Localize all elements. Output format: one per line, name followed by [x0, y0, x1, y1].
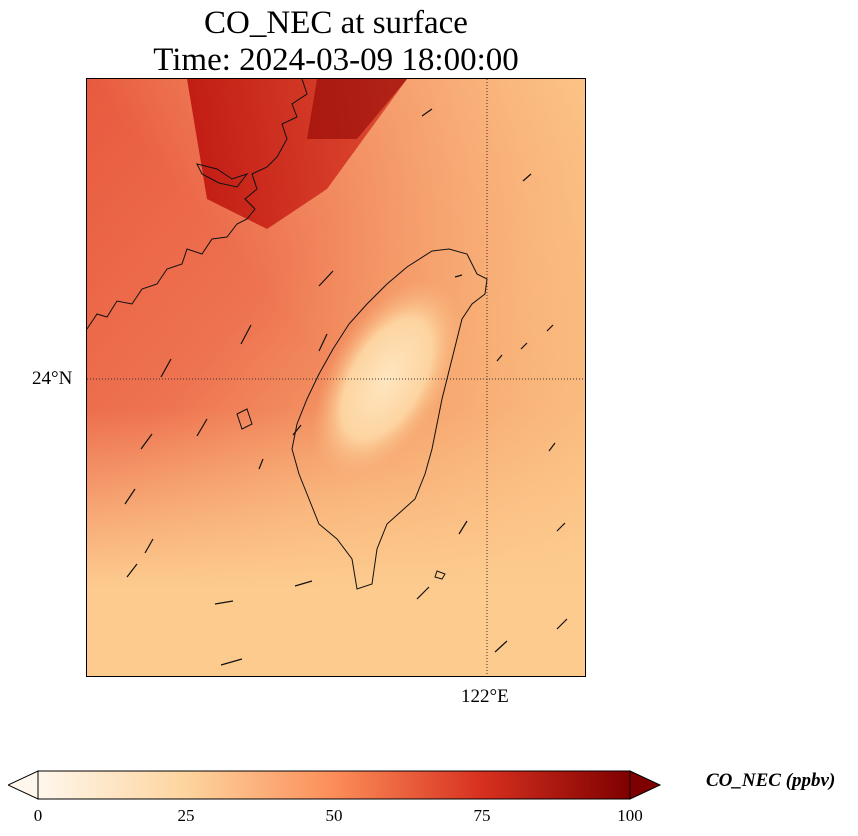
taiwan-coastline: [291, 248, 488, 590]
penghu-islands: [236, 408, 253, 430]
wind-arrow: [318, 333, 328, 352]
lat-tick-label: 24°N: [32, 368, 73, 389]
wind-arrow: [294, 580, 313, 587]
wind-arrow: [520, 342, 528, 350]
wind-arrow: [496, 354, 503, 362]
wind-vectors: [124, 108, 568, 666]
colorbar-tick: 0: [33, 806, 43, 825]
mainland-coastline: [87, 79, 308, 330]
wind-arrow: [454, 274, 463, 278]
wind-arrow: [556, 618, 568, 630]
colorbar-tick: 75: [473, 806, 491, 825]
wind-arrow: [522, 173, 532, 182]
wind-arrow: [494, 640, 508, 653]
wind-arrow: [196, 418, 208, 437]
wind-arrow: [214, 600, 234, 605]
wind-arrow: [556, 522, 566, 532]
plume-core: [307, 79, 407, 139]
wind-arrow: [546, 324, 554, 332]
map-title-line1: CO_NEC at surface: [204, 5, 468, 41]
map-area[interactable]: [86, 78, 586, 677]
lon-tick-label: 122°E: [461, 686, 509, 707]
wind-arrow: [292, 424, 302, 436]
colorbar-tick: 50: [325, 806, 343, 825]
colorbar-label: CO_NEC (ppbv): [706, 770, 836, 791]
wind-arrow: [220, 658, 243, 666]
coastal-island: [196, 163, 249, 188]
colorbar-extend-min: [8, 770, 39, 800]
map-svg: [87, 79, 585, 676]
colorbar-tick: 100: [617, 806, 643, 825]
wind-arrow: [421, 108, 433, 117]
wind-arrow: [124, 488, 136, 505]
wind-arrow: [140, 433, 153, 450]
wind-arrow: [126, 563, 138, 578]
wind-arrow: [160, 358, 172, 378]
wind-arrow: [458, 520, 468, 535]
colorbar-gradient: [37, 770, 631, 800]
colorbar: [8, 770, 662, 800]
wind-arrow: [548, 442, 556, 452]
wind-arrow: [258, 458, 264, 470]
map-title-line2: Time: 2024-03-09 18:00:00: [153, 42, 519, 78]
wind-arrow: [416, 586, 430, 600]
colorbar-tick: 25: [177, 806, 195, 825]
green-island: [434, 570, 446, 580]
colorbar-extend-max: [629, 770, 662, 800]
wind-arrow: [240, 324, 252, 345]
wind-arrow: [144, 538, 154, 554]
wind-arrow: [318, 270, 334, 287]
